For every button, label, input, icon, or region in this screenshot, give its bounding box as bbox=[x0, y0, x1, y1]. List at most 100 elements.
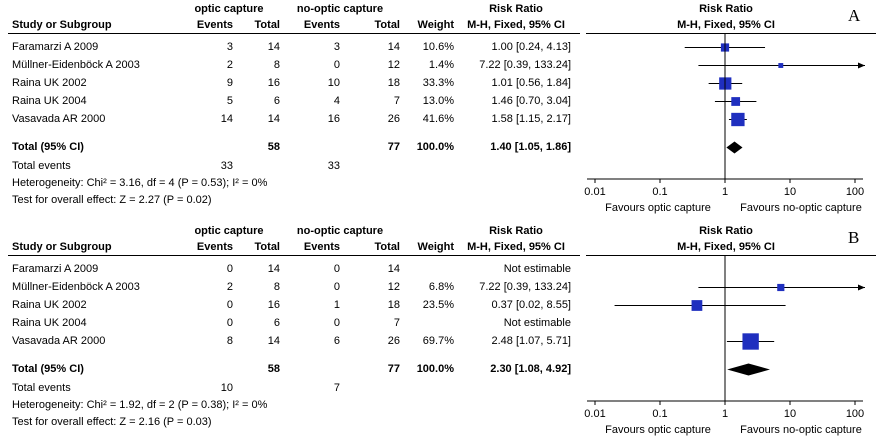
events1-value: 3 bbox=[226, 41, 233, 53]
plot-rr-title-header: Risk Ratio bbox=[699, 3, 753, 15]
events1-header: Events bbox=[196, 241, 233, 253]
study-name: Raina UK 2004 bbox=[12, 317, 87, 329]
group1-header: optic capture bbox=[194, 3, 264, 15]
total1-sum: 58 bbox=[267, 141, 280, 153]
pooled-diamond bbox=[726, 141, 743, 154]
total1-value: 14 bbox=[267, 335, 280, 347]
total2-header: Total bbox=[374, 241, 400, 253]
total1-value: 14 bbox=[267, 113, 280, 125]
favours-right-label: Favours no-optic capture bbox=[740, 202, 862, 214]
total-label: Total (95% CI) bbox=[12, 363, 84, 375]
plot-header-rule bbox=[586, 255, 876, 256]
x-tick-label: 10 bbox=[783, 186, 797, 198]
rr-method-header: M-H, Fixed, 95% CI bbox=[467, 241, 565, 253]
events2-value: 10 bbox=[327, 77, 340, 89]
x-tick-label: 0.01 bbox=[584, 408, 606, 420]
total2-value: 26 bbox=[387, 335, 400, 347]
total-label: Total (95% CI) bbox=[12, 141, 84, 153]
events2-value: 16 bbox=[327, 113, 340, 125]
risk-ratio-ci: 1.46 [0.70, 3.04] bbox=[491, 95, 571, 107]
study-marker bbox=[778, 63, 784, 68]
total2-value: 14 bbox=[387, 263, 400, 275]
x-tick-label: 0.1 bbox=[652, 408, 668, 420]
total2-sum: 77 bbox=[387, 363, 400, 375]
weight-value: 23.5% bbox=[422, 299, 454, 311]
risk-ratio-ci: 0.37 [0.02, 8.55] bbox=[491, 299, 571, 311]
weight-header: Weight bbox=[417, 19, 454, 31]
total2-value: 18 bbox=[387, 77, 400, 89]
pooled-diamond bbox=[727, 363, 770, 376]
study-name: Müllner-Eidenböck A 2003 bbox=[12, 59, 140, 71]
table-header-rule bbox=[8, 33, 580, 34]
events2-value: 6 bbox=[333, 335, 340, 347]
study-marker bbox=[777, 283, 785, 292]
plot-rr-method-header: M-H, Fixed, 95% CI bbox=[677, 19, 775, 31]
events2-value: 0 bbox=[333, 281, 340, 293]
risk-ratio-ci: Not estimable bbox=[503, 317, 571, 329]
events1-header: Events bbox=[196, 19, 233, 31]
x-tick-label: 100 bbox=[845, 186, 865, 198]
total-weight: 100.0% bbox=[416, 363, 454, 375]
x-tick-label: 1 bbox=[721, 408, 729, 420]
weight-value: 1.4% bbox=[428, 59, 454, 71]
events1-value: 9 bbox=[226, 77, 233, 89]
events1-value: 0 bbox=[226, 263, 233, 275]
total-events-label: Total events bbox=[12, 382, 71, 394]
x-tick-label: 1 bbox=[721, 186, 729, 198]
events1-value: 5 bbox=[226, 95, 233, 107]
study-name: Vasavada AR 2000 bbox=[12, 335, 106, 347]
heterogeneity-text: Heterogeneity: Chi² = 1.92, df = 2 (P = … bbox=[12, 399, 268, 411]
study-marker bbox=[691, 300, 703, 311]
total2-value: 7 bbox=[393, 95, 400, 107]
total1-value: 8 bbox=[273, 59, 280, 71]
rr-method-header: M-H, Fixed, 95% CI bbox=[467, 19, 565, 31]
total1-value: 16 bbox=[267, 77, 280, 89]
events2-value: 4 bbox=[333, 95, 340, 107]
events1-value: 8 bbox=[226, 335, 233, 347]
total1-value: 6 bbox=[273, 95, 280, 107]
favours-left-label: Favours optic capture bbox=[605, 424, 711, 436]
overall-effect-text: Test for overall effect: Z = 2.27 (P = 0… bbox=[12, 194, 212, 206]
group2-header: no-optic capture bbox=[296, 3, 384, 15]
events1-value: 2 bbox=[226, 59, 233, 71]
events2-header: Events bbox=[303, 241, 340, 253]
risk-ratio-ci: 2.48 [1.07, 5.71] bbox=[491, 335, 571, 347]
x-tick-label: 0.1 bbox=[652, 186, 668, 198]
total-events1: 33 bbox=[220, 160, 233, 172]
total-events1: 10 bbox=[220, 382, 233, 394]
total1-header: Total bbox=[254, 19, 280, 31]
total2-value: 12 bbox=[387, 59, 400, 71]
study-marker bbox=[731, 97, 741, 106]
panel-label: B bbox=[848, 228, 860, 247]
pooled-ci: 2.30 [1.08, 4.92] bbox=[490, 363, 571, 375]
total2-header: Total bbox=[374, 19, 400, 31]
events2-value: 0 bbox=[333, 317, 340, 329]
events1-value: 14 bbox=[220, 113, 233, 125]
ci-arrow bbox=[858, 62, 865, 69]
weight-value: 69.7% bbox=[422, 335, 454, 347]
total-weight: 100.0% bbox=[416, 141, 454, 153]
events2-header: Events bbox=[303, 19, 340, 31]
weight-value: 13.0% bbox=[422, 95, 454, 107]
study-name: Faramarzi A 2009 bbox=[12, 263, 99, 275]
favours-left-label: Favours optic capture bbox=[605, 202, 711, 214]
study-name: Faramarzi A 2009 bbox=[12, 41, 99, 53]
study-name: Raina UK 2004 bbox=[12, 95, 87, 107]
weight-header: Weight bbox=[417, 241, 454, 253]
panel-label: A bbox=[848, 6, 861, 25]
weight-value: 41.6% bbox=[422, 113, 454, 125]
weight-value: 6.8% bbox=[428, 281, 454, 293]
risk-ratio-ci: 7.22 [0.39, 133.24] bbox=[479, 281, 571, 293]
risk-ratio-ci: 1.01 [0.56, 1.84] bbox=[491, 77, 571, 89]
total1-sum: 58 bbox=[267, 363, 280, 375]
study-header: Study or Subgroup bbox=[12, 19, 112, 31]
events1-value: 0 bbox=[226, 299, 233, 311]
study-name: Raina UK 2002 bbox=[12, 299, 87, 311]
study-marker bbox=[742, 333, 759, 350]
total1-value: 6 bbox=[273, 317, 280, 329]
total1-value: 8 bbox=[273, 281, 280, 293]
total1-header: Total bbox=[254, 241, 280, 253]
x-tick-label: 0.01 bbox=[584, 186, 606, 198]
study-name: Raina UK 2002 bbox=[12, 77, 87, 89]
